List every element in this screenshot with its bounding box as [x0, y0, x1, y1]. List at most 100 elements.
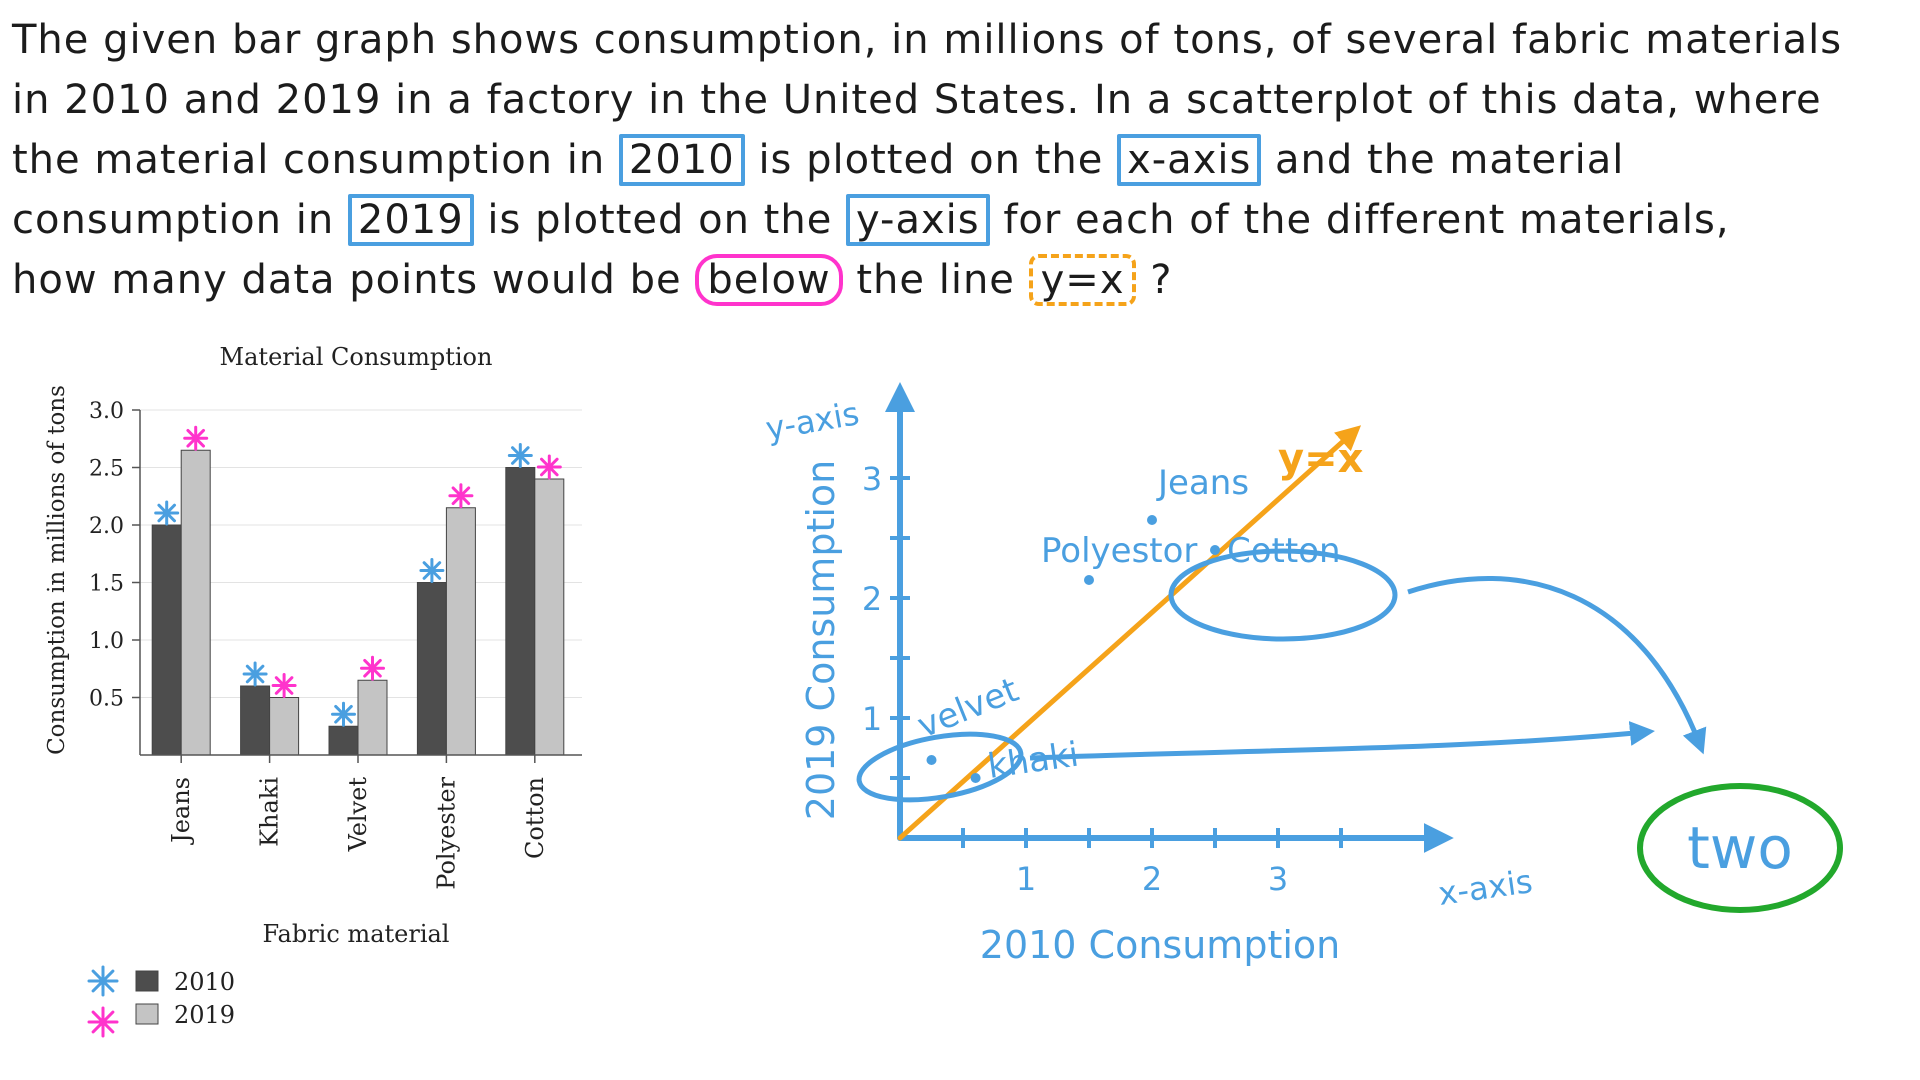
answer-circle: [1637, 783, 1843, 913]
bar-velvet-2010: [328, 725, 359, 756]
bar-y-tick-label: 3.0: [89, 399, 124, 424]
question-text-segment: and the material: [1275, 137, 1625, 183]
bar-chart-y-label: Consumption in millions of tons: [44, 385, 70, 755]
bar-chart-annotations: [154, 425, 562, 727]
bar-chart-legend: 2010 2019: [87, 965, 235, 1038]
question-text-segment: the line: [856, 257, 1015, 303]
bar-y-tick-label: 0.5: [89, 687, 124, 712]
question-line-2: in 2010 and 2019 in a factory in the Uni…: [12, 77, 1822, 123]
scatter-point-cotton: [1210, 545, 1220, 555]
bar-y-tick-label: 2.0: [89, 514, 124, 539]
bar-chart-title: Material Consumption: [220, 343, 493, 371]
question-line-5: how many data points would be below the …: [12, 250, 1912, 310]
bar-chart-x-label: Fabric material: [263, 920, 450, 948]
star-jeans-2019-stroke: [186, 428, 205, 448]
question-text-segment: the material consumption in: [12, 137, 606, 183]
question-line-3: the material consumption in 2010 is plot…: [12, 130, 1912, 190]
question-text-segment: for each of the different materials,: [1003, 197, 1730, 243]
legend-star-2019-stroke: [91, 1010, 115, 1034]
scatter-y-tick-label: 2: [862, 580, 882, 618]
question-text: The given bar graph shows consumption, i…: [12, 10, 1912, 310]
bar-chart: Material Consumption Consumption in mill…: [44, 343, 582, 1038]
star-cotton-2010-stroke: [511, 446, 530, 465]
legend-label-2019: 2019: [174, 1001, 235, 1029]
scatter-x-tick-label: 3: [1268, 860, 1288, 898]
star-cotton-2010: [507, 443, 533, 468]
star-cotton-2019-stroke: [540, 457, 559, 477]
star-polyester-2010-stroke: [422, 561, 442, 580]
legend-swatch-2010: [135, 970, 159, 992]
khaki-circle: [856, 731, 1024, 803]
answer-text: two: [1687, 814, 1793, 882]
bar-y-tick-label: 1.5: [89, 572, 124, 597]
question-text-segment: consumption in: [12, 197, 335, 243]
bar-x-tick-label: Polyester: [432, 776, 460, 889]
bar-chart-y-ticks: 0.5 1.0 1.5 2.0 2.5 3.0: [89, 399, 140, 712]
star-velvet-2019-stroke: [363, 658, 382, 678]
bar-x-tick-label: Cotton: [521, 777, 549, 859]
bar-x-tick-label: Khaki: [256, 777, 284, 847]
bar-y-tick-label: 2.5: [89, 457, 124, 482]
star-velvet-2019: [360, 655, 385, 681]
scatter-x-label: 2010 Consumption: [980, 923, 1340, 967]
identity-line: [897, 425, 1362, 841]
bar-polyester-2010: [416, 582, 447, 756]
star-velvet-2010-stroke: [334, 704, 353, 724]
star-jeans-2010-stroke: [157, 503, 176, 523]
bar-cotton-2010: [505, 467, 536, 756]
legend-label-2010: 2010: [174, 968, 235, 996]
highlight-y-axis: y-axis: [846, 194, 990, 246]
star-polyester-2010: [419, 558, 445, 583]
star-jeans-2019: [183, 425, 209, 451]
bar-polyester-2019: [445, 507, 476, 756]
identity-line-label: y=x: [1278, 436, 1364, 482]
star-polyester-2019-stroke: [451, 486, 471, 506]
highlight-2019: 2019: [347, 194, 474, 246]
question-text-segment: is plotted on the: [758, 137, 1104, 183]
highlight-x-axis: x-axis: [1117, 134, 1262, 186]
scatter-y-tick-label: 1: [862, 700, 882, 738]
khaki-arrow: [1029, 721, 1655, 761]
x-axis-name: x-axis: [1436, 862, 1535, 913]
question-line-4: consumption in 2019 is plotted on the y-…: [12, 190, 1912, 250]
scatter-x-tick-label: 1: [1016, 860, 1036, 898]
bar-x-tick-label: Jeans: [167, 777, 195, 846]
star-khaki-2010-stroke: [245, 664, 265, 684]
highlight-y-equals-x: y=x: [1028, 254, 1137, 306]
legend-star-2010-stroke: [91, 969, 115, 993]
highlight-2010: 2010: [618, 134, 745, 186]
legend-star-2019: [87, 1006, 119, 1038]
scatter-point-jeans: [1147, 515, 1157, 525]
bar-chart-x-ticks: Jeans Khaki Velvet Polyester Cotton: [167, 755, 549, 890]
question-text-segment: how many data points would be: [12, 257, 682, 303]
scatter-label-jeans: Jeans: [1156, 463, 1249, 503]
scatter-y-label: 2019 Consumption: [799, 460, 843, 820]
legend-swatch-2019: [135, 1003, 159, 1025]
bar-cotton-2019: [534, 478, 565, 756]
highlight-below: below: [695, 254, 843, 306]
scatter-axes: [885, 382, 1454, 853]
scatter-x-tick-label: 2: [1142, 860, 1162, 898]
star-khaki-2010: [242, 661, 268, 687]
question-text-segment: is plotted on the: [487, 197, 833, 243]
scatter-label-polyester: Polyestor: [1041, 531, 1197, 571]
bar-khaki-2010: [240, 685, 271, 756]
cotton-circle: [1168, 548, 1398, 642]
legend-star-2010: [87, 965, 119, 997]
star-cotton-2019: [536, 454, 562, 480]
bar-khaki-2019: [269, 697, 300, 756]
star-velvet-2010: [331, 701, 356, 727]
star-khaki-2019: [271, 673, 297, 698]
scatter-point-polyester: [1084, 575, 1094, 585]
cotton-arrow: [1407, 575, 1707, 755]
scatter-point-velvet: [926, 755, 937, 765]
bar-jeans-2019: [180, 449, 211, 756]
bar-y-tick-label: 1.0: [89, 629, 124, 654]
star-polyester-2019: [448, 483, 474, 509]
question-text-segment: ?: [1150, 257, 1173, 303]
y-axis-name: y-axis: [763, 394, 862, 448]
bar-x-tick-label: Velvet: [344, 777, 372, 853]
bar-chart-bars: [151, 449, 565, 756]
